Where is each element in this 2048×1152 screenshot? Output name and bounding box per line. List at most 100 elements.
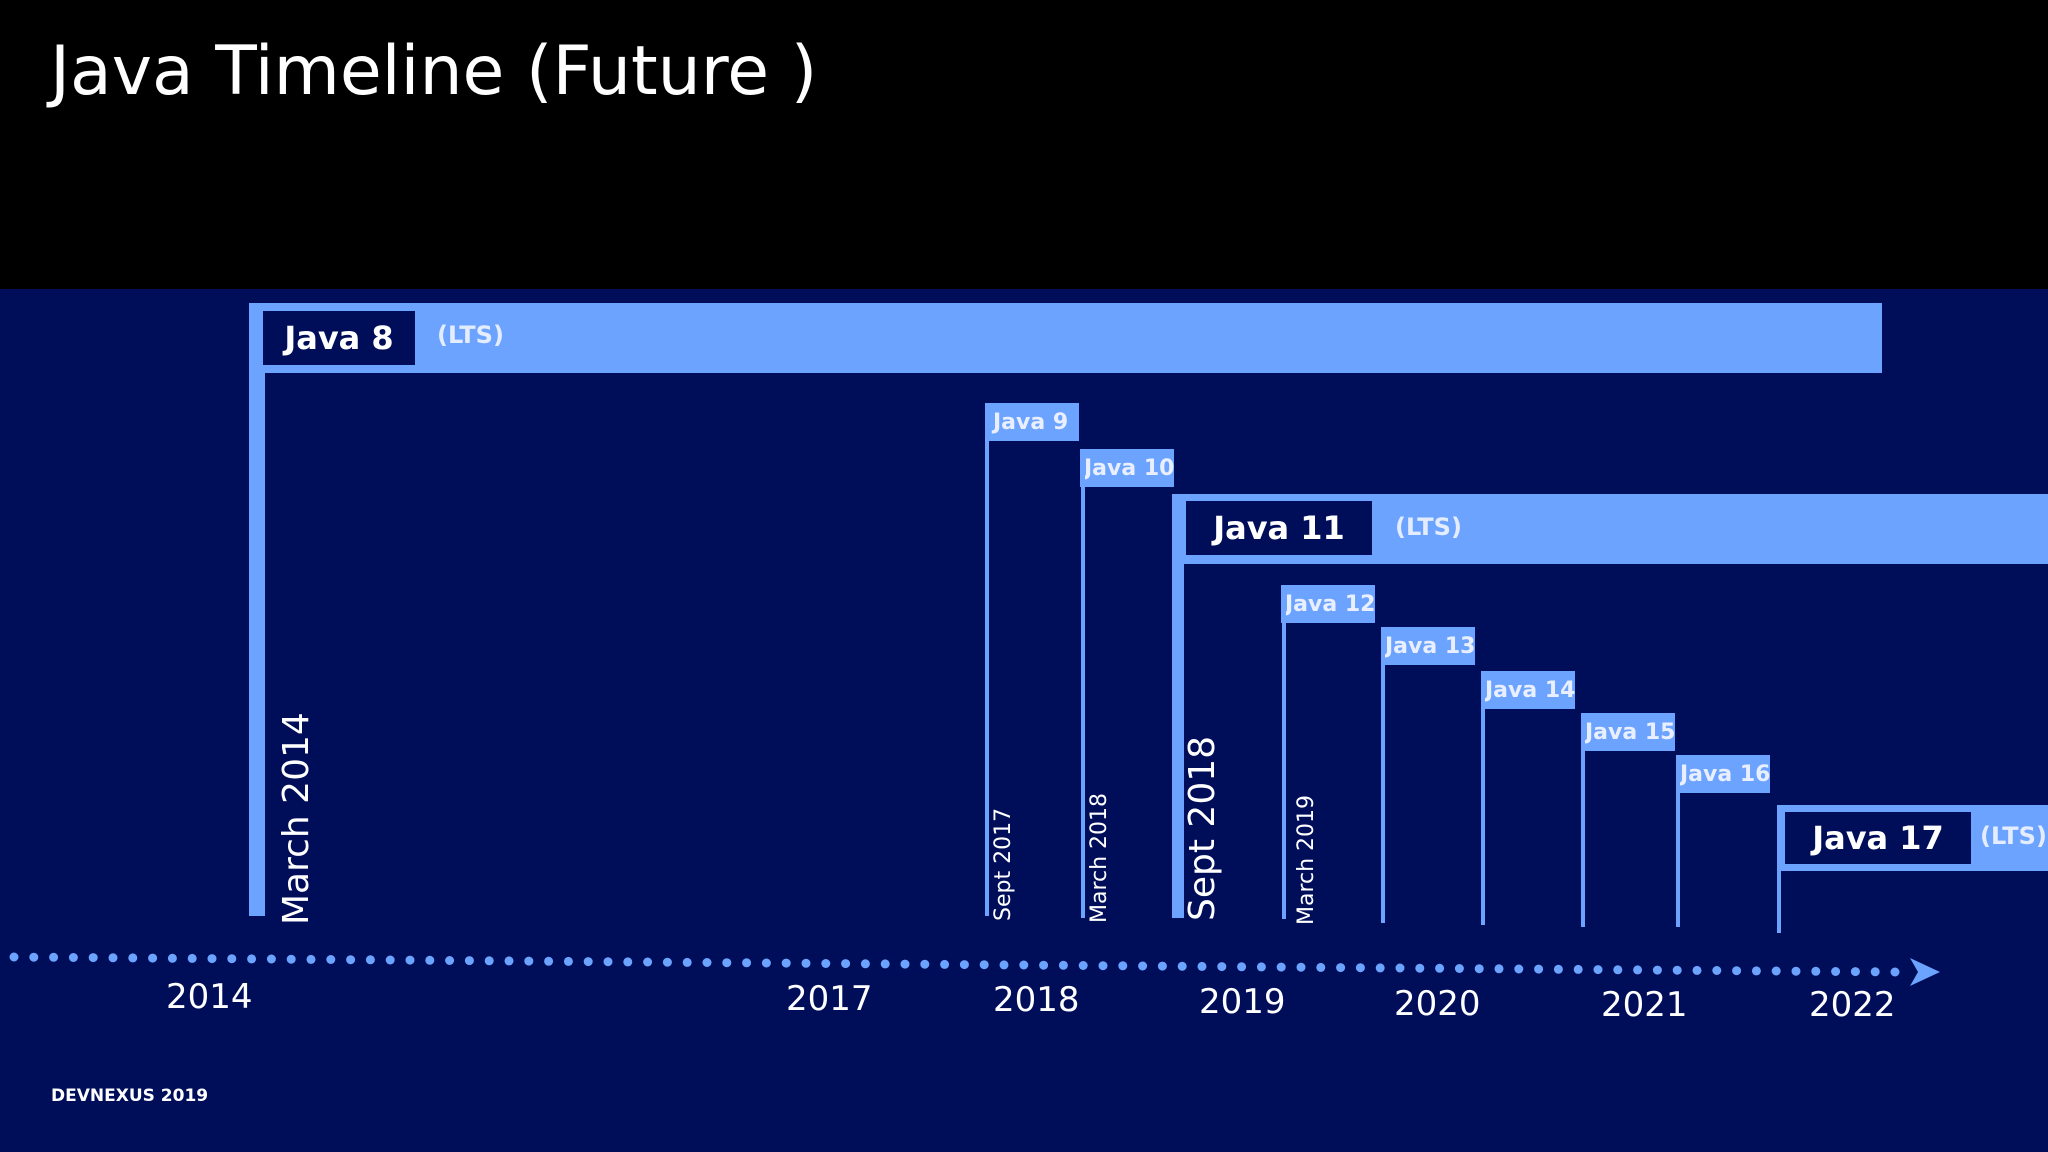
timeline-dot: [900, 959, 910, 969]
timeline-dots: [9, 952, 1900, 977]
java17-label: Java 17: [1781, 808, 1975, 868]
timeline-dot: [29, 952, 39, 962]
timeline-dot: [1593, 965, 1603, 975]
timeline-dot: [1118, 961, 1128, 971]
year-label: 2017: [786, 979, 873, 1019]
timeline-dot: [880, 959, 890, 969]
timeline-dot: [603, 957, 613, 967]
timeline-dot: [1553, 964, 1563, 974]
timeline-dot: [346, 955, 356, 965]
java13-stem: [1381, 627, 1385, 923]
timeline-dot: [49, 952, 59, 962]
timeline-dot: [1672, 965, 1682, 975]
timeline-dot: [1811, 966, 1821, 976]
timeline-dot: [207, 954, 217, 964]
timeline-dot: [1573, 964, 1583, 974]
timeline-dot: [643, 957, 653, 967]
java9-stem: [985, 403, 989, 916]
java16-stem: [1676, 755, 1680, 927]
year-label: 2021: [1601, 985, 1688, 1025]
java12-stem: [1282, 585, 1286, 919]
java8-lts-tag: (LTS): [437, 321, 504, 349]
timeline-dot: [841, 959, 851, 969]
timeline-dot: [286, 954, 296, 964]
timeline-dot: [1633, 965, 1643, 975]
timeline-dot: [1019, 960, 1029, 970]
timeline-dot: [801, 958, 811, 968]
timeline-dot: [247, 954, 257, 964]
java14-stem: [1481, 671, 1485, 925]
timeline-dot: [1078, 961, 1088, 970]
java14-label: Java 14: [1481, 671, 1575, 709]
timeline-dot: [563, 956, 573, 966]
timeline-dot: [722, 958, 732, 968]
timeline-dot: [1613, 965, 1623, 975]
timeline-dot: [464, 956, 474, 966]
timeline-dot: [1355, 963, 1365, 973]
java9-date: Sept 2017: [991, 807, 1016, 921]
java17-stem: [1777, 805, 1781, 933]
timeline-dot: [1157, 961, 1167, 971]
timeline-dot: [583, 957, 593, 967]
timeline-dot: [1771, 966, 1781, 976]
timeline-dot: [1870, 967, 1880, 977]
timeline-dot: [1415, 963, 1425, 973]
year-label: 2020: [1394, 984, 1481, 1024]
timeline-dot: [1395, 963, 1405, 973]
timeline-dot: [1890, 967, 1900, 977]
timeline-dot: [742, 958, 752, 968]
timeline-axis: [9, 952, 1940, 986]
timeline-dot: [9, 952, 19, 962]
timeline-dot: [524, 956, 534, 966]
timeline-dot: [821, 959, 831, 968]
timeline-dot: [326, 955, 336, 964]
timeline-dot: [702, 958, 712, 967]
timeline-dot: [1494, 964, 1504, 974]
timeline-dot: [1256, 962, 1266, 972]
java9-label: Java 9: [985, 403, 1079, 441]
timeline-dot: [1435, 963, 1445, 973]
timeline-dot: [1652, 965, 1662, 975]
timeline-dot: [445, 956, 455, 965]
java17-lts-tag: (LTS): [1980, 822, 2047, 850]
timeline-dot: [959, 960, 969, 970]
timeline-dot: [781, 958, 791, 968]
timeline-panel: Java 8 (LTS) March 2014 Java 9 Sept 2017…: [0, 289, 2048, 1152]
java11-stem: [1172, 494, 1184, 918]
timeline-dot: [1732, 966, 1742, 976]
timeline-dot: [405, 955, 415, 965]
timeline-dot: [761, 958, 771, 968]
timeline-dot: [920, 959, 930, 969]
year-label: 2019: [1199, 982, 1286, 1022]
java8-label: Java 8: [259, 307, 419, 369]
timeline-dot: [108, 953, 118, 963]
timeline-dot: [266, 954, 276, 964]
java10-label: Java 10: [1080, 449, 1174, 487]
java15-label: Java 15: [1581, 713, 1675, 751]
timeline-dot: [860, 959, 870, 969]
java12-label: Java 12: [1281, 585, 1375, 623]
java10-stem: [1081, 449, 1085, 918]
timeline-dot: [1237, 962, 1247, 972]
timeline-dot: [1197, 961, 1207, 971]
timeline-dot: [1375, 963, 1385, 973]
timeline-dot: [1039, 960, 1049, 970]
timeline-dot: [682, 957, 692, 967]
timeline-dot: [1534, 964, 1544, 974]
timeline-dot: [1791, 966, 1801, 976]
timeline-arrow-icon: [1910, 958, 1940, 986]
timeline-dot: [1276, 962, 1286, 972]
timeline-dot: [1692, 965, 1702, 975]
year-label: 2022: [1809, 985, 1896, 1025]
java12-date: March 2019: [1294, 794, 1319, 925]
timeline-dot: [128, 953, 138, 963]
java16-label: Java 16: [1676, 755, 1770, 793]
timeline-dot: [1454, 964, 1464, 973]
timeline-dot: [1336, 963, 1346, 973]
java13-label: Java 13: [1381, 627, 1475, 665]
timeline-dot: [504, 956, 514, 966]
java11-label: Java 11: [1182, 497, 1376, 559]
timeline-dot: [68, 953, 78, 962]
java8-stem: [249, 303, 265, 916]
timeline-dot: [1217, 962, 1227, 972]
